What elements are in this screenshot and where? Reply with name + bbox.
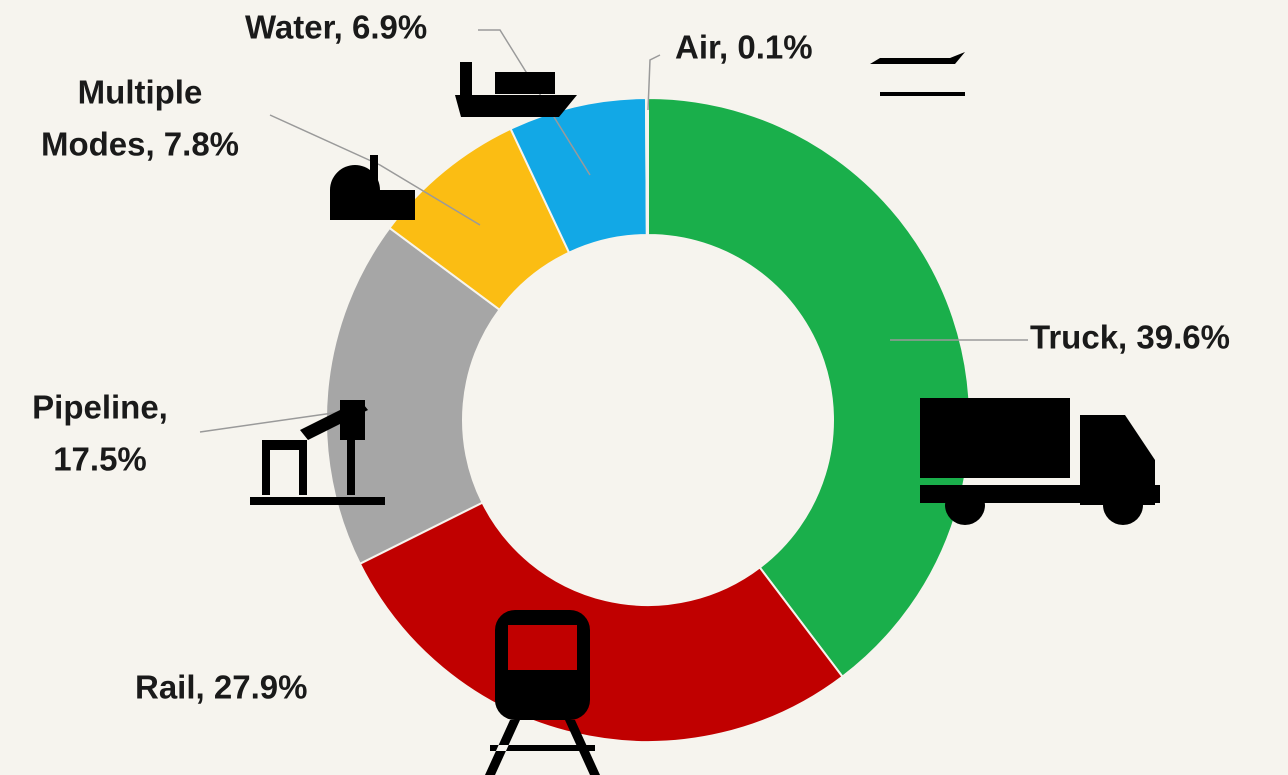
ship-icon	[495, 72, 555, 94]
data-label: Multiple	[78, 74, 203, 111]
donut-segment	[358, 501, 844, 743]
pump-icon	[250, 497, 385, 505]
data-label: Rail, 27.9%	[135, 669, 307, 706]
leader-line	[199, 411, 341, 433]
mailbox-icon	[370, 155, 378, 185]
plane-icon	[870, 52, 965, 64]
train-icon	[485, 720, 600, 775]
icons	[250, 52, 1160, 775]
leader-line	[478, 29, 591, 176]
truck-icon	[920, 398, 1070, 478]
leader-line	[647, 54, 661, 111]
donut-segment	[644, 96, 649, 237]
leader-lines	[199, 29, 1028, 433]
truck-icon	[1103, 485, 1143, 525]
ship-icon	[455, 95, 577, 117]
data-label: Water, 6.9%	[245, 9, 427, 46]
mailbox-icon	[330, 165, 415, 220]
truck-icon	[1080, 415, 1155, 505]
donut-segment	[325, 226, 501, 566]
donut-segment	[647, 96, 971, 679]
plane-icon	[880, 92, 965, 96]
data-label: 17.5%	[53, 441, 147, 478]
data-label: Air, 0.1%	[675, 29, 813, 66]
ship-icon	[460, 62, 472, 95]
pump-icon	[262, 400, 368, 495]
data-label: Truck, 39.6%	[1030, 319, 1230, 356]
train-icon	[508, 625, 577, 670]
truck-icon	[945, 485, 985, 525]
data-label: Pipeline,	[32, 389, 168, 426]
data-label: Modes, 7.8%	[41, 126, 239, 163]
leader-line	[269, 114, 481, 226]
